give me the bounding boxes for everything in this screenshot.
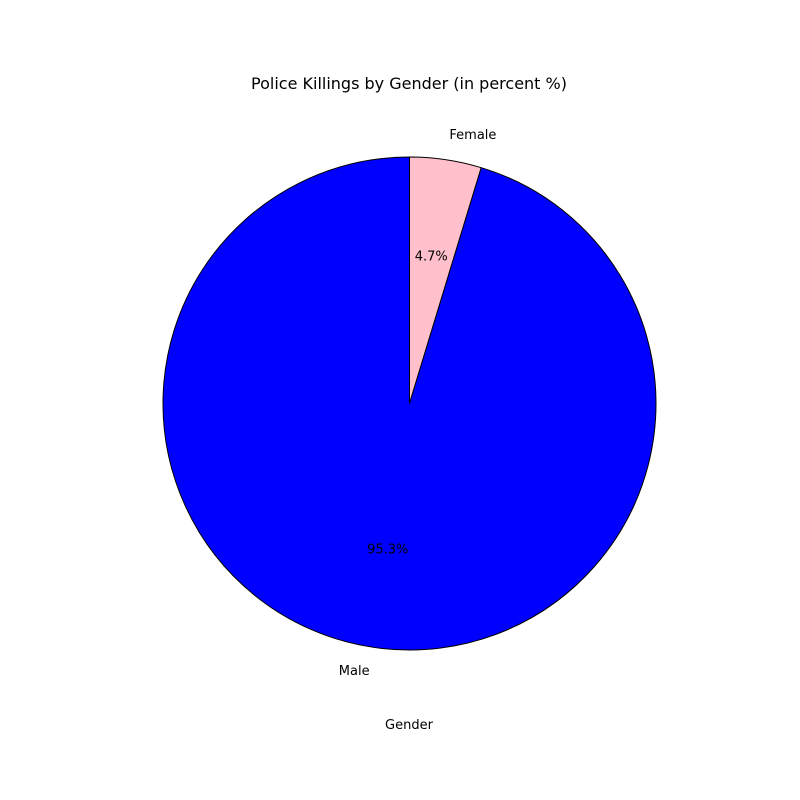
x-axis-label: Gender xyxy=(385,718,434,733)
percent-label-male: 95.3% xyxy=(367,542,408,557)
slice-label-female: Female xyxy=(449,128,496,143)
pie-slices xyxy=(162,156,657,651)
pie-labels: Female 4.7% Male 95.3% xyxy=(339,128,497,679)
chart-title: Police Killings by Gender (in percent %) xyxy=(251,74,567,93)
pie-slice-male xyxy=(162,156,657,651)
percent-label-female: 4.7% xyxy=(415,250,448,265)
slice-label-male: Male xyxy=(339,664,370,679)
